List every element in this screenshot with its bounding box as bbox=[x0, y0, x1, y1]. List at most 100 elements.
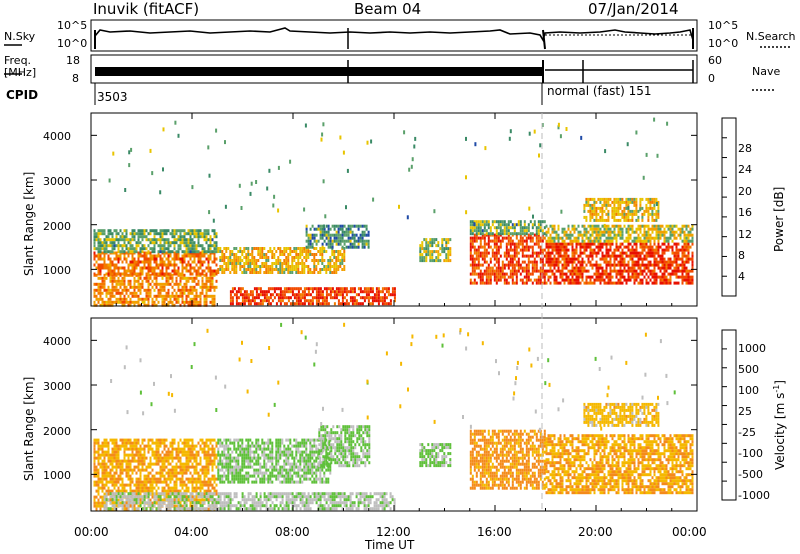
power-cell bbox=[347, 230, 350, 234]
velocity-cell bbox=[173, 438, 176, 442]
power-cell bbox=[99, 269, 102, 273]
power-cell bbox=[429, 253, 432, 257]
power-cell bbox=[231, 250, 234, 253]
power-cell bbox=[533, 251, 536, 255]
velocity-cell bbox=[163, 462, 166, 466]
power-cell bbox=[581, 272, 584, 276]
velocity-cell bbox=[159, 459, 162, 463]
power-cell bbox=[239, 256, 242, 259]
power-cell bbox=[199, 235, 202, 239]
power-cell bbox=[517, 245, 520, 249]
power-cell bbox=[93, 238, 96, 242]
velocity-cell bbox=[169, 474, 172, 478]
power-cell bbox=[687, 269, 690, 273]
velocity-cell bbox=[133, 468, 136, 472]
power-cell bbox=[593, 242, 596, 246]
power-cell bbox=[615, 248, 618, 252]
velocity-cell bbox=[117, 465, 120, 469]
power-cell bbox=[591, 206, 594, 210]
power-cell bbox=[195, 229, 198, 233]
power-cell bbox=[119, 266, 122, 270]
power-cell bbox=[135, 266, 138, 270]
power-cell bbox=[631, 218, 634, 222]
power-cell bbox=[155, 272, 158, 276]
power-cell bbox=[125, 238, 128, 242]
power-cell bbox=[341, 290, 344, 294]
velocity-cell bbox=[183, 468, 186, 472]
power-cell bbox=[431, 244, 434, 248]
power-cell bbox=[223, 271, 226, 274]
power-cell bbox=[529, 232, 532, 236]
power-cell bbox=[143, 297, 146, 301]
power-cell bbox=[363, 242, 366, 246]
power-cell bbox=[177, 254, 180, 258]
power-cell bbox=[343, 250, 346, 253]
velocity-cell bbox=[133, 459, 136, 463]
power-cell bbox=[101, 247, 104, 251]
power-cell bbox=[181, 257, 184, 261]
power-cell bbox=[129, 285, 132, 289]
power-cell bbox=[105, 238, 108, 242]
power-cell bbox=[181, 238, 184, 242]
velocity-cell bbox=[173, 504, 176, 508]
power-cell bbox=[337, 227, 340, 231]
velocity-cell bbox=[141, 447, 144, 451]
power-cell bbox=[97, 285, 100, 289]
velocity-cell bbox=[123, 453, 126, 457]
power-cell bbox=[685, 248, 688, 252]
power-cell bbox=[113, 257, 116, 261]
power-cell bbox=[203, 229, 206, 233]
power-cell bbox=[491, 254, 494, 258]
power-cell bbox=[111, 291, 114, 295]
power-cell bbox=[315, 287, 318, 291]
power-cell bbox=[483, 239, 486, 243]
power-cell bbox=[599, 257, 602, 261]
velocity-cell bbox=[109, 480, 112, 484]
power-cell bbox=[479, 275, 482, 279]
power-cell bbox=[545, 239, 548, 243]
power-cell bbox=[477, 275, 480, 279]
power-cell bbox=[307, 302, 310, 306]
power-cell bbox=[495, 278, 498, 282]
power-cell bbox=[329, 239, 332, 243]
velocity-cell bbox=[95, 501, 98, 505]
power-cell bbox=[489, 266, 492, 270]
power-cell bbox=[441, 244, 444, 248]
power-cell bbox=[513, 257, 516, 261]
power-cell bbox=[475, 239, 478, 243]
power-cell bbox=[485, 220, 488, 224]
power-cell bbox=[527, 248, 530, 252]
power-cell bbox=[665, 236, 668, 240]
power-cell bbox=[607, 248, 610, 252]
power-cell bbox=[603, 233, 606, 237]
power-cell bbox=[177, 250, 180, 254]
power-cell bbox=[271, 250, 274, 253]
power-cell bbox=[487, 242, 490, 246]
power-cell bbox=[443, 250, 446, 254]
velocity-cell bbox=[169, 441, 172, 445]
power-cell bbox=[151, 241, 154, 245]
power-cell bbox=[343, 230, 346, 234]
power-cell bbox=[277, 299, 280, 303]
power-cell bbox=[235, 259, 238, 262]
power-cell bbox=[322, 122, 325, 127]
power-cell bbox=[569, 269, 572, 273]
velocity-cell bbox=[169, 450, 172, 454]
power-cell bbox=[523, 232, 526, 236]
velocity-cell bbox=[109, 489, 112, 493]
velocity-cell bbox=[185, 441, 188, 445]
power-cell bbox=[469, 229, 472, 233]
power-cell bbox=[547, 275, 550, 279]
power-cell bbox=[595, 209, 598, 213]
power-cell bbox=[259, 256, 262, 259]
power-cell bbox=[595, 233, 598, 237]
power-cell bbox=[477, 248, 480, 252]
power-cell bbox=[649, 248, 652, 252]
power-cell bbox=[613, 227, 616, 231]
power-cell bbox=[299, 262, 302, 265]
velocity-cell bbox=[139, 468, 142, 472]
power-cell bbox=[653, 197, 656, 201]
power-cell bbox=[501, 229, 504, 233]
power-cell bbox=[595, 272, 598, 276]
